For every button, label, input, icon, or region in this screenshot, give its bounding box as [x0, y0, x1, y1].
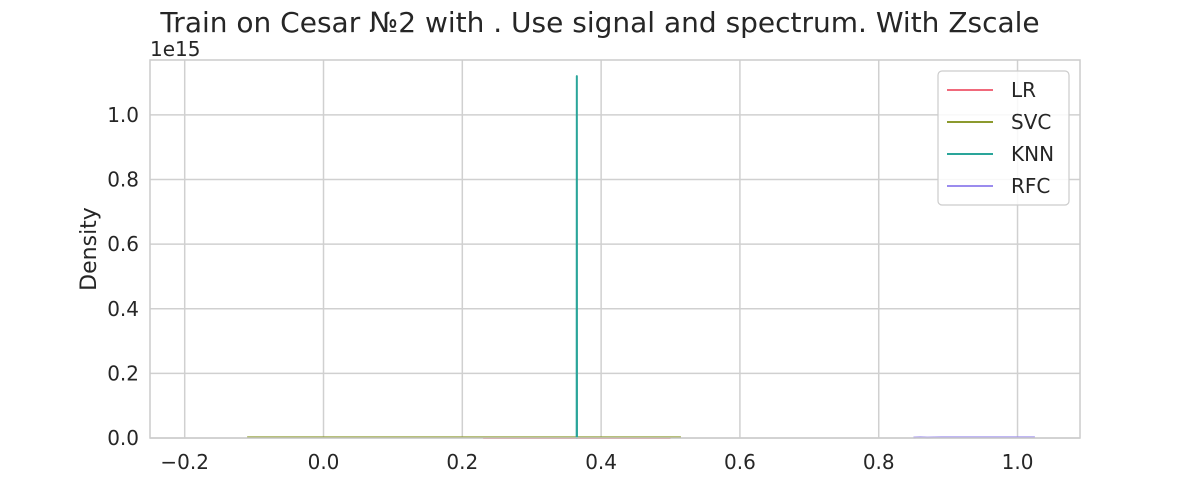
y-axis-label: Density: [77, 207, 102, 291]
x-tick-label: 0.6: [724, 450, 756, 474]
plot-frame: [149, 59, 1081, 439]
y-tick-labels: 0.0 0.2 0.4 0.6 0.8 1.0: [107, 103, 139, 450]
legend-label-rfc: RFC: [1011, 174, 1050, 198]
y-tick-label: 0.2: [107, 361, 139, 385]
legend-label-knn: KNN: [1011, 142, 1054, 166]
x-tick-label: 1.0: [1002, 450, 1034, 474]
y-tick-label: 0.4: [107, 297, 139, 321]
y-tick-label: 1.0: [107, 103, 139, 127]
legend-label-svc: SVC: [1011, 110, 1051, 134]
x-tick-label: −0.2: [160, 450, 209, 474]
grid: [150, 60, 1080, 439]
legend: LR SVC KNN RFC: [937, 70, 1070, 206]
x-tick-label: 0.4: [585, 450, 617, 474]
x-tick-label: 0.8: [863, 450, 895, 474]
legend-label-lr: LR: [1011, 78, 1036, 102]
y-tick-label: 0.8: [107, 168, 139, 192]
legend-box: [937, 70, 1070, 206]
series-line-knn: [575, 75, 578, 439]
y-tick-label: 0.0: [107, 426, 139, 450]
x-tick-label: 0.2: [446, 450, 478, 474]
x-tick-label: 0.0: [308, 450, 340, 474]
x-tick-labels: −0.2 0.0 0.2 0.4 0.6 0.8 1.0: [160, 450, 1033, 474]
chart-title: Train on Cesar №2 with . Use signal and …: [159, 6, 1039, 39]
y-offset-label: 1e15: [150, 37, 200, 61]
y-tick-label: 0.6: [107, 232, 139, 256]
series-lines: [247, 75, 1035, 439]
